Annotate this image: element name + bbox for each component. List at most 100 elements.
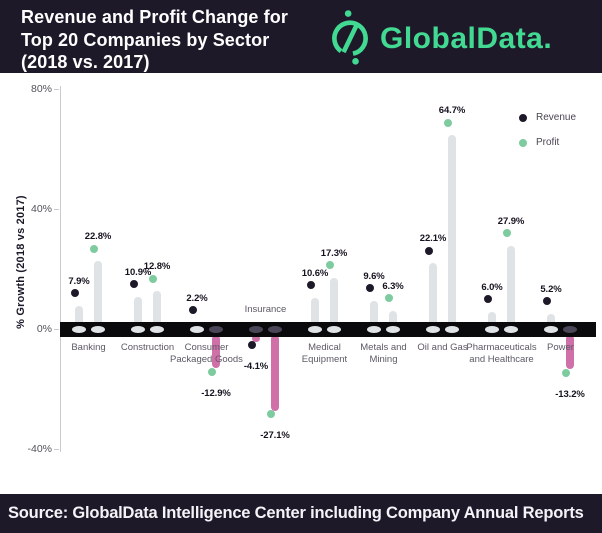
revenue-ring-marker [188,306,197,315]
lollipop-stem [330,277,338,326]
chart-title-line-2: Top 20 Companies by Sector [21,29,270,50]
stem-base-cap [72,326,86,333]
y-tick-label: 80% [30,83,52,95]
source-text: Source: GlobalData Intelligence Center i… [8,504,584,522]
value-label: 64.7% [438,105,466,117]
globaldata-logo: GlobalData. [327,8,552,70]
revenue-ring-marker [70,289,79,298]
profit-ring-marker [207,367,216,376]
revenue-ring-marker [306,281,315,290]
lollipop-stem [370,300,378,326]
value-label: -12.9% [201,387,231,399]
value-label: 7.9% [68,275,90,287]
lollipop-stem [212,335,220,369]
legend-label: Revenue [536,112,577,123]
category-label: Oil and Gas [395,342,491,354]
category-label: Banking [41,342,137,354]
y-axis-line [60,86,61,452]
value-label: 27.9% [497,215,525,227]
value-label: -4.1% [243,361,269,373]
revenue-ring-marker [365,284,374,293]
value-label: 6.3% [382,280,404,292]
category-label-line: Power [547,342,574,353]
category-label-line: Oil and Gas [417,342,468,353]
lollipop-stem [488,311,496,326]
stem-base-cap [445,326,459,333]
value-label: -27.1% [260,430,290,442]
category-label-line: Metals and [360,342,407,353]
category-label: Medical Equipment [277,342,373,366]
y-tick-mark [54,449,59,450]
value-label: 17.3% [320,247,348,259]
stem-base-cap [485,326,499,333]
lollipop-stem [448,135,456,326]
category-label-line: Packaged Goods [170,354,243,365]
profit-ring-marker [443,118,452,127]
stem-base-cap [386,326,400,333]
category-label-line: Medical [308,342,341,353]
category-label: Insurance [218,304,314,316]
category-label: Power [513,342,602,354]
y-tick-mark [54,329,59,330]
category-label: Consumer Packaged Goods [159,342,255,366]
value-label: 22.8% [84,231,112,243]
category-label-line: Mining [369,354,398,365]
stem-base-cap [544,326,558,333]
lollipop-stem [252,335,260,342]
stem-base-cap [327,326,341,333]
value-label: 9.6% [363,270,385,282]
category-label: Pharmaceuticals and Healthcare [454,342,550,366]
legend: Revenue Profit [519,105,576,155]
legend-item-profit: Profit [519,130,576,155]
y-tick-mark [54,209,59,210]
stem-base-cap [150,326,164,333]
lollipop-stem [311,297,319,326]
stem-base-cap [131,326,145,333]
stem-base-cap [563,326,577,333]
category-label-line: Banking [71,342,106,353]
category-label-line: Insurance [244,304,287,315]
value-label: 5.2% [540,283,562,295]
legend-item-revenue: Revenue [519,105,576,130]
category-label-line: and Healthcare [469,354,534,365]
chart-title-line-3: (2018 vs. 2017) [21,52,150,72]
globaldata-logo-text: GlobalData. [380,22,553,55]
lollipop-stem [429,263,437,326]
profit-ring-marker [561,368,570,377]
profit-ring-marker [502,229,511,238]
profit-ring-marker [325,261,334,270]
category-label-line: Construction [120,342,175,353]
profit-ring-icon [519,138,527,147]
profit-ring-marker [384,294,393,303]
y-tick-label: -40% [27,443,52,455]
stem-base-cap [426,326,440,333]
stem-base-cap [268,326,282,333]
lollipop-stem [153,291,161,326]
lollipop-stem [507,245,515,326]
y-tick-label: 40% [30,203,52,215]
value-label: 12.8% [143,261,171,273]
profit-ring-marker [148,274,157,283]
header-banner: Revenue and Profit Change for Top 20 Com… [0,0,602,73]
stem-base-cap [190,326,204,333]
chart-title: Revenue and Profit Change for Top 20 Com… [21,6,288,74]
category-label-line: Pharmaceuticals [466,342,537,353]
value-label: 10.6% [301,267,329,279]
chart-title-line-1: Revenue and Profit Change for [21,7,288,27]
value-label: 2.2% [186,292,208,304]
source-banner: Source: GlobalData Intelligence Center i… [0,494,602,533]
lollipop-stem [547,313,555,326]
lollipop-stem [271,335,279,411]
stem-base-cap [504,326,518,333]
value-label: 6.0% [481,281,503,293]
value-label: 22.1% [419,233,447,245]
revenue-ring-marker [483,295,492,303]
value-label: -13.2% [555,388,585,400]
profit-ring-marker [266,410,275,419]
revenue-ring-icon [519,113,527,122]
value-label: 10.9% [124,266,152,278]
category-label: Metals and Mining [336,342,432,366]
stem-base-cap [209,326,223,333]
stem-base-cap [367,326,381,333]
